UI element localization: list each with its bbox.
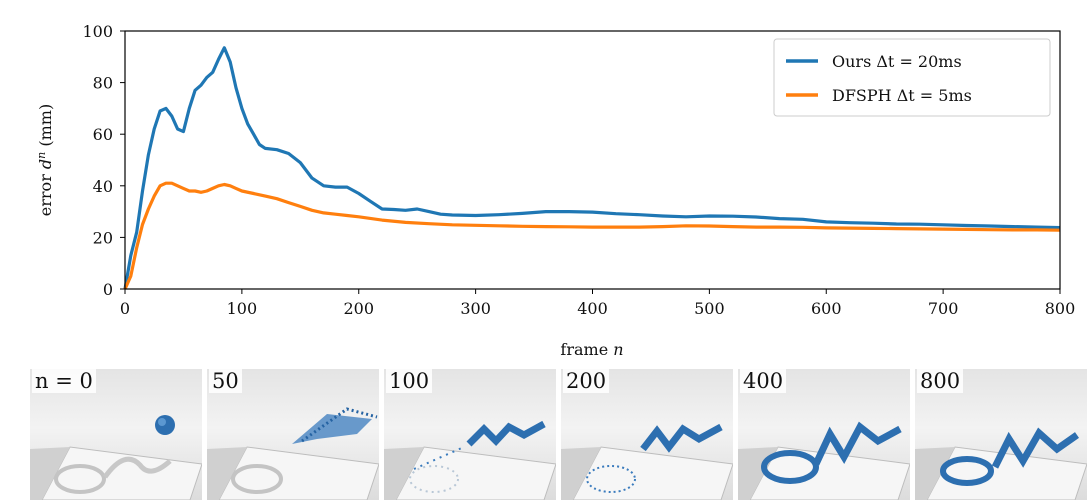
snapshot-800-render: [915, 427, 1087, 500]
y-axis-label-unit: (mm): [36, 104, 55, 152]
legend-label-ours: Ours Δt = 20ms: [832, 52, 962, 71]
y-tick-label: 0: [103, 280, 113, 299]
legend: Ours Δt = 20ms DFSPH Δt = 5ms: [773, 38, 1051, 117]
y-tick-label: 20: [93, 228, 113, 247]
x-tick-label: 600: [811, 299, 842, 318]
legend-frame: [773, 38, 1051, 117]
snapshot-0-render: [30, 415, 202, 500]
snapshot-frame-100: 100: [384, 369, 556, 500]
snapshot-100-render: [384, 420, 556, 500]
series-line-0: [123, 46, 1061, 290]
error-chart: 0 100 200 300 400 500 600 700 800 0 20 40 60 80 100 er…: [35, 22, 1075, 359]
y-tick-label: 40: [93, 177, 113, 196]
snapshot-50-render: [207, 407, 379, 500]
y-axis-label-var: d: [36, 159, 55, 169]
snapshot-label: 100: [386, 369, 433, 393]
snapshot-frame-400: 400: [738, 369, 910, 500]
y-axis-label: error dn (mm): [35, 104, 55, 216]
y-axis-label-sup: n: [35, 152, 48, 159]
snapshot-label: 50: [209, 369, 242, 393]
x-axis-label-prefix: frame: [560, 340, 613, 359]
x-tick-label: 200: [343, 299, 374, 318]
snapshot-200-render: [561, 423, 733, 500]
y-tick-label: 80: [93, 74, 113, 93]
snapshot-label: n = 0: [32, 369, 96, 393]
plot-area: [123, 46, 1061, 290]
snapshot-frame-800: 800: [915, 369, 1087, 500]
y-tick-label: 60: [93, 125, 113, 144]
x-tick-label: 700: [928, 299, 959, 318]
x-tick-label: 500: [694, 299, 725, 318]
x-tick-label: 400: [577, 299, 608, 318]
x-tick-label: 0: [120, 299, 130, 318]
snapshot-frame-50: 50: [207, 369, 379, 500]
snapshot-400-render: [738, 421, 910, 500]
snapshot-label: 200: [563, 369, 610, 393]
x-tick-label: 300: [460, 299, 491, 318]
x-tick-label: 800: [1045, 299, 1076, 318]
axes: 0 100 200 300 400 500 600 700 800 0 20 40 60 80 100: [82, 22, 1075, 318]
snapshot-strip: n = 0 50 100 200: [30, 369, 1090, 500]
snapshot-label: 800: [917, 369, 964, 393]
x-axis-label: frame n: [560, 340, 623, 359]
legend-label-dfsph: DFSPH Δt = 5ms: [832, 86, 972, 105]
series-line-1: [123, 181, 1061, 290]
snapshot-frame-0: n = 0: [30, 369, 202, 500]
y-tick-label: 100: [82, 22, 113, 41]
x-axis-label-var: n: [613, 340, 623, 359]
snapshot-frame-200: 200: [561, 369, 733, 500]
y-axis-label-prefix: error: [36, 169, 55, 216]
x-tick-label: 100: [227, 299, 258, 318]
snapshot-label: 400: [740, 369, 787, 393]
